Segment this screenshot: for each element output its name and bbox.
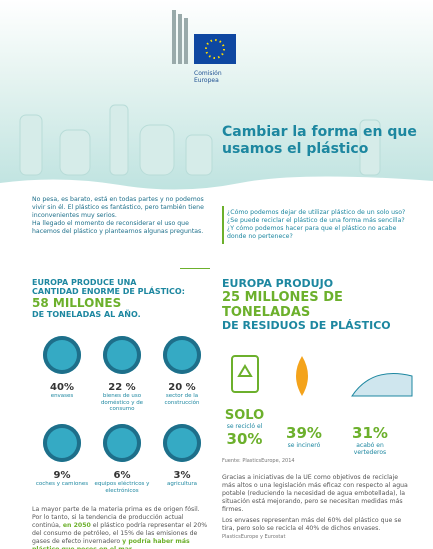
stat-label: sector de la construcción	[164, 393, 200, 406]
waste-text: Los envases representan más del 60% del …	[222, 517, 402, 532]
source: PlasticsEurope y Eurostat	[222, 534, 286, 540]
stat: 40% envases	[32, 382, 92, 400]
stat-icon	[103, 336, 141, 374]
text-highlight: en 2050	[62, 522, 91, 529]
waste-text: Gracias a iniciativas de la UE como obje…	[222, 474, 408, 513]
stat-value: 3%	[173, 470, 191, 481]
stat-icon	[163, 424, 201, 462]
section-highlight: 58 MILLONES	[32, 296, 122, 310]
intro-text: No pesa, es barato, está en todas partes…	[32, 196, 204, 219]
stat-label: envases	[50, 393, 74, 399]
bottles-illustration	[0, 104, 433, 195]
waste-icons	[231, 355, 413, 397]
org-name: Europea	[194, 77, 219, 84]
stat-value: 31%	[352, 424, 388, 442]
source: Fuente: PlasticsEurope, 2014	[222, 458, 295, 464]
stat-value: 6%	[113, 470, 131, 481]
stat: 22 % bienes de uso doméstico y de consumo	[92, 382, 152, 413]
question: ¿Cómo podemos dejar de utilizar plástico…	[227, 209, 406, 216]
intro-text: Ha llegado el momento de reconsiderar el…	[32, 220, 204, 235]
section-heading: DE RESIDUOS DE PLÁSTICO	[222, 319, 391, 332]
text: el plástico podría representar el 20% de…	[32, 522, 208, 545]
stat: 20 % sector de la construcción	[152, 382, 212, 406]
stat: 6% equipos eléctricos y electrónicos	[92, 470, 152, 494]
section-heading: EUROPA PRODUJO	[222, 277, 334, 290]
stat-prefix: SOLO	[224, 408, 265, 423]
eu-logo	[172, 10, 236, 64]
section-heading: CANTIDAD ENORME DE PLÁSTICO:	[32, 287, 185, 296]
stat-icon	[163, 336, 201, 374]
stat-label: bienes de uso doméstico y de consumo	[100, 393, 144, 412]
stat-icon	[103, 424, 141, 462]
section-heading: DE TONELADAS AL AÑO.	[32, 310, 141, 319]
stat-value: 40%	[50, 382, 74, 393]
stat-icon	[43, 424, 81, 462]
stat-label: se recicló el	[226, 423, 263, 430]
stat-icon	[43, 336, 81, 374]
stat-value: 22 %	[108, 382, 136, 393]
stat-label: agricultura	[167, 481, 197, 487]
stat-value: 9%	[53, 470, 71, 481]
text-highlight: y podría haber más plástico que peces en…	[32, 538, 190, 549]
stat-value: 30%	[226, 430, 263, 448]
divider	[180, 268, 210, 269]
org-name: Comisión	[194, 70, 222, 77]
stat-label: equipos eléctricos y electrónicos	[94, 481, 150, 494]
question: ¿Se puede reciclar el plástico de una fo…	[227, 217, 405, 224]
stat-value: 20 %	[168, 382, 196, 393]
production-text: La mayor parte de la materia prima es de…	[32, 506, 210, 549]
stat: 9% coches y camiones	[32, 470, 92, 488]
question: ¿Y cómo podemos hacer para que el plásti…	[227, 225, 397, 240]
stat-label: se incineró	[287, 442, 321, 449]
text: La mayor parte de la materia prima es de…	[32, 506, 200, 529]
section-highlight: TONELADAS	[222, 305, 311, 320]
section-heading: EUROPA PRODUCE UNA	[32, 278, 137, 287]
title: Cambiar la forma en que usamos el plásti…	[222, 124, 417, 157]
stat-label: acabó en vertederos	[353, 442, 387, 456]
stat-label: coches y camiones	[35, 481, 89, 487]
stat: 3% agricultura	[152, 470, 212, 488]
section-highlight: 25 MILLONES DE	[222, 290, 343, 305]
stat-value: 39%	[286, 424, 322, 442]
